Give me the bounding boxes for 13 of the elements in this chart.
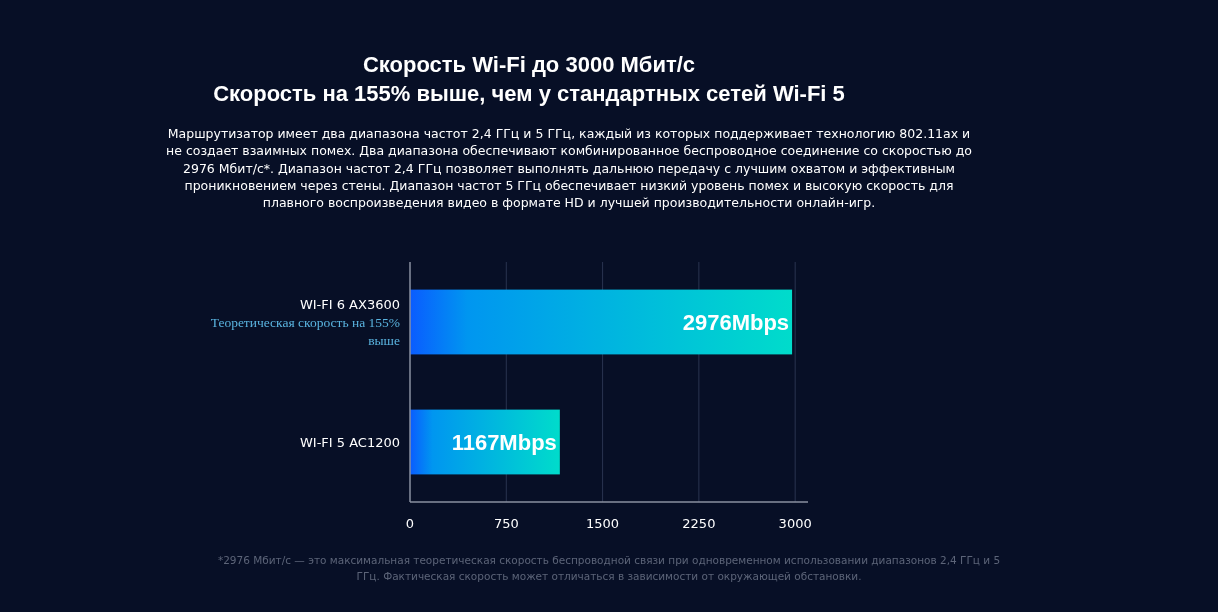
- data-label: 2976Mbps: [682, 309, 790, 335]
- text: Теоретическая скорость на 155% выше: [210, 315, 400, 348]
- x-tick-label: 750: [493, 516, 519, 531]
- x-tick-label: 3000: [778, 516, 812, 531]
- y-tick-label: WI-FI 5 AC1200: [299, 435, 400, 450]
- x-tick-label: 1500: [586, 516, 620, 531]
- x-tick-label: 2250: [682, 516, 716, 531]
- chart-subtitle: Маршрутизатор имеет два диапазона частот 2,4 ГГц и 5 ГГц, каждый из которых поддерживает технологию 802.11ax и не создает взаимных помех. Два диапазона обеспечивают комбинированное беспроводное соединение со скоростью до 2976 Мбит/с*. Диапазон частот 2,4 ГГц позволяет выполнять дальнюю передачу с лучшим охватом и эффективным проникновением через стены. Диапазон частот 5 ГГц обеспечивает низкий уровень помех и высокую скорость для плавного воспроизведения видео в формате HD и лучшей производительности онлайн-игр.: [166, 126, 972, 211]
- y-tick-label: WI-FI 6 AX3600: [299, 297, 400, 312]
- x-tick-label: 0: [405, 516, 415, 531]
- data-label: 1167Mbps: [451, 429, 557, 455]
- text: *2976 Мбит/с — это максимальная теоретическая скорость беспроводной связи при одновременном использовании диапазонов 2,4 ГГц и 5 ГГц. Фактическая скорость может отличаться в зависимости от окружающей обстановки.: [217, 554, 1001, 582]
- chart-title: Скорость Wi-Fi до 3000 Мбит/с Скорость на 155% выше, чем у стандартных сетей Wi-Fi 5: [213, 52, 845, 106]
